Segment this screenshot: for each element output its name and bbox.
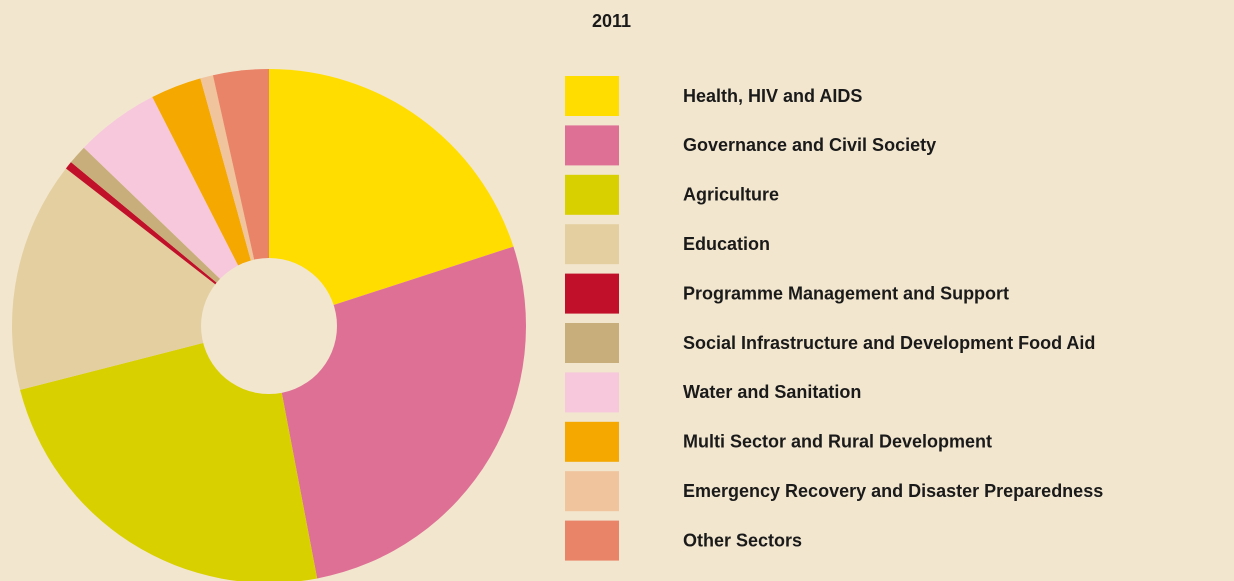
legend-swatch	[565, 224, 619, 265]
legend-label: Education	[683, 234, 770, 254]
pie-slice	[20, 326, 318, 581]
donut-hole	[201, 258, 337, 394]
legend-swatch	[565, 273, 619, 314]
legend-label: Health, HIV and AIDS	[683, 86, 862, 106]
chart-title: 2011	[592, 11, 631, 31]
pie-slice	[152, 78, 269, 326]
legend-label: Governance and Civil Society	[683, 135, 936, 155]
legend-swatch	[565, 174, 619, 215]
legend-swatch	[565, 125, 619, 166]
legend-swatch	[565, 372, 619, 413]
legend-label: Programme Management and Support	[683, 283, 1009, 303]
pie-slice	[83, 97, 269, 326]
legend-swatch	[565, 76, 619, 116]
legend-swatch	[565, 471, 619, 512]
pie-slice	[269, 69, 514, 326]
legend-label: Other Sectors	[683, 530, 802, 550]
legend-label: Social Infrastructure and Development Fo…	[683, 333, 1095, 353]
legend-label: Agriculture	[683, 185, 779, 205]
legend-swatch	[565, 323, 619, 363]
legend-label: Water and Sanitation	[683, 382, 861, 402]
legend-swatch	[565, 421, 619, 462]
legend-label: Multi Sector and Rural Development	[683, 432, 992, 452]
legend-swatch	[565, 520, 619, 561]
legend-label: Emergency Recovery and Disaster Prepared…	[683, 481, 1103, 501]
